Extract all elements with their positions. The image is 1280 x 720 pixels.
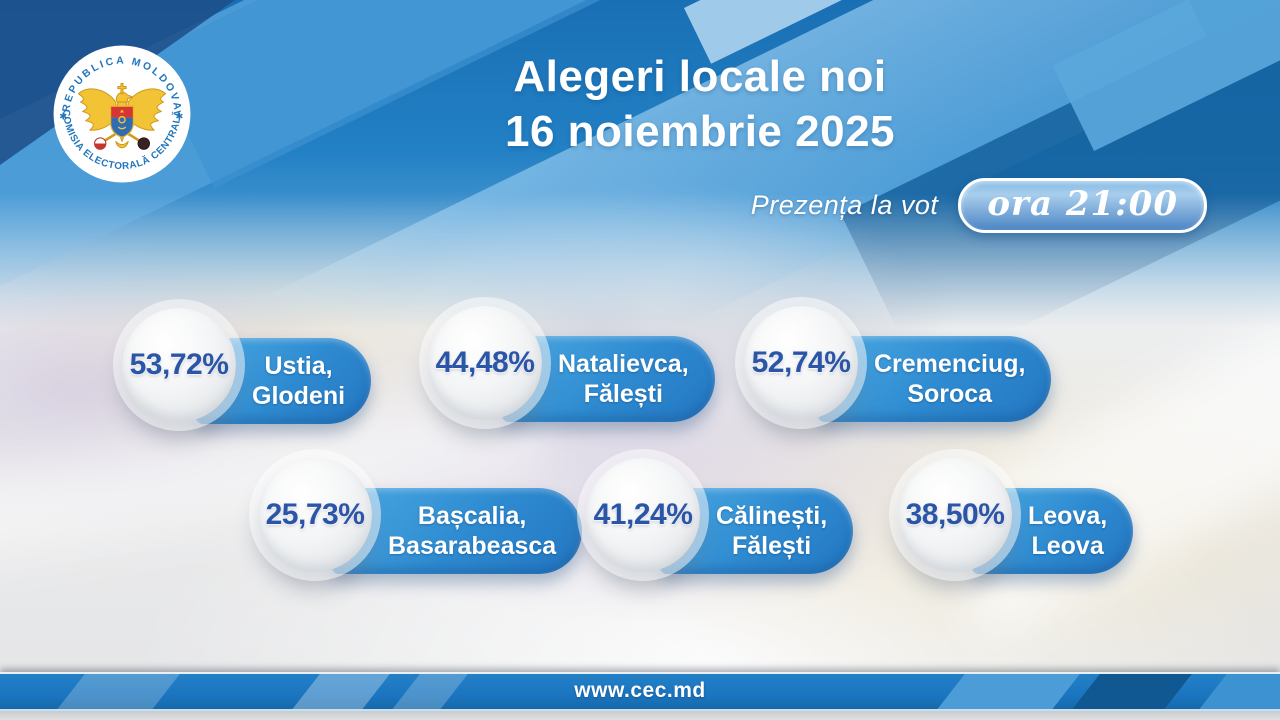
locality-name: Leova, [1028, 501, 1108, 530]
percent-value: 41,24% [593, 498, 693, 531]
turnout-label: Prezența la vot [750, 190, 939, 220]
percent-circle: 52,74% [744, 306, 858, 420]
locality-name: Ustia, [264, 351, 333, 380]
percent-value: 53,72% [129, 348, 229, 381]
percent-circle: 25,73% [258, 458, 372, 572]
cec-logo: REPUBLICA MOLDOVA COMISIA ELECTORALĂ CEN… [53, 45, 191, 183]
percent-circle: 44,48% [428, 306, 542, 420]
turnout-badge: Călinești, Fălești 41,24% [586, 458, 906, 608]
locality-name: Călinești, [716, 501, 828, 530]
percent-value: 38,50% [905, 498, 1005, 531]
logo-star-left-icon: ✱ [59, 112, 67, 122]
footer-bar: www.cec.md [0, 672, 1280, 711]
percent-value: 44,48% [435, 346, 535, 379]
district-name: Fălești [731, 532, 812, 560]
percent-circle: 53,72% [122, 308, 236, 422]
percent-circle: 38,50% [898, 458, 1012, 572]
website-url: www.cec.md [574, 679, 706, 702]
district-name: Basarabeasca [388, 532, 557, 560]
turnout-badge: Ustia, Glodeni 53,72% [122, 308, 442, 458]
time-badge: ora 21:00 [958, 178, 1207, 233]
header-band [0, 0, 1280, 335]
footer-bottom-strip [0, 711, 1280, 720]
percent-value: 25,73% [265, 498, 365, 531]
turnout-badge: Natalievca, Fălești 44,48% [428, 306, 748, 456]
locality-name: Cremenciug, [874, 349, 1026, 378]
turnout-badge: Bașcalia, Basarabeasca 25,73% [258, 458, 583, 608]
title-line-2: 16 noiembrie 2025 [504, 106, 896, 156]
turnout-header-row: Prezența la vot ora 21:00 [751, 178, 1207, 233]
district-name: Leova [1031, 532, 1104, 560]
page-title: Alegeri locale noi 16 noiembrie 2025 [420, 50, 980, 159]
moldova-coat-of-arms-icon [77, 82, 167, 150]
percent-value: 52,74% [751, 346, 851, 379]
locality-pill: Bașcalia, Basarabeasca [332, 488, 583, 574]
turnout-badge: Leova, Leova 38,50% [898, 458, 1218, 608]
title-line-1: Alegeri locale noi [513, 52, 887, 101]
locality-name: Bașcalia, [417, 501, 527, 530]
logo-star-right-icon: ✱ [175, 112, 183, 122]
district-name: Fălești [583, 380, 663, 408]
district-name: Glodeni [252, 382, 346, 410]
district-name: Soroca [907, 380, 993, 408]
locality-pill: Cremenciug, Soroca [818, 336, 1052, 422]
percent-circle: 41,24% [586, 458, 700, 572]
turnout-badge: Cremenciug, Soroca 52,74% [744, 306, 1064, 456]
locality-name: Natalievca, [558, 349, 689, 378]
